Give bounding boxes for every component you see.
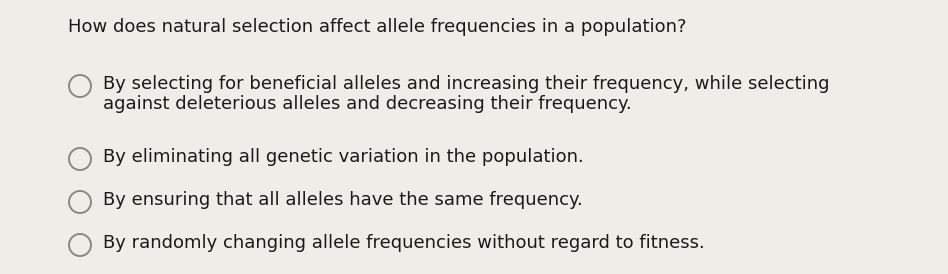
Text: By ensuring that all alleles have the same frequency.: By ensuring that all alleles have the sa…: [103, 191, 583, 209]
Ellipse shape: [69, 148, 91, 170]
Ellipse shape: [69, 234, 91, 256]
Text: By selecting for beneficial alleles and increasing their frequency, while select: By selecting for beneficial alleles and …: [103, 75, 830, 93]
Text: By randomly changing allele frequencies without regard to fitness.: By randomly changing allele frequencies …: [103, 234, 704, 252]
Text: How does natural selection affect allele frequencies in a population?: How does natural selection affect allele…: [68, 18, 686, 36]
Ellipse shape: [69, 191, 91, 213]
Text: against deleterious alleles and decreasing their frequency.: against deleterious alleles and decreasi…: [103, 95, 631, 113]
Ellipse shape: [69, 75, 91, 97]
Text: By eliminating all genetic variation in the population.: By eliminating all genetic variation in …: [103, 148, 584, 166]
